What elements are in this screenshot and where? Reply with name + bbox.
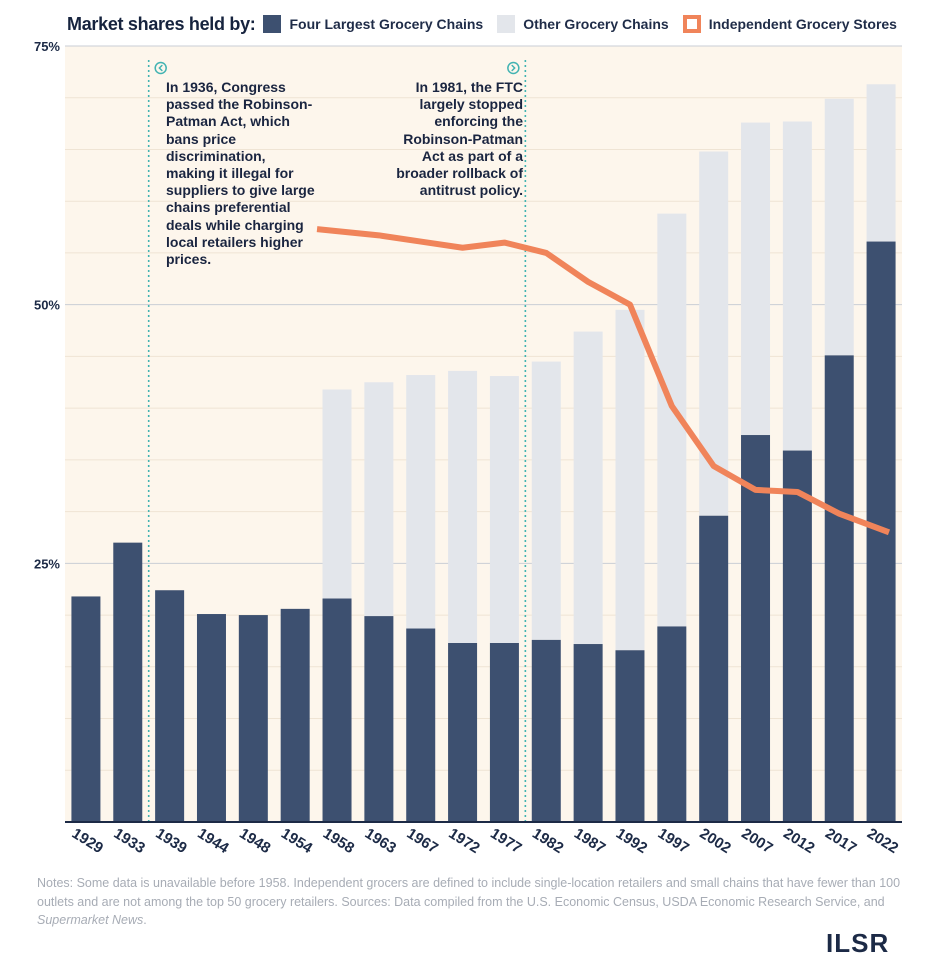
y-tick-label: 75% <box>34 39 60 54</box>
bar-other-chains <box>866 84 896 242</box>
bar-other-chains <box>824 98 854 356</box>
line-independent-stores <box>316 226 891 536</box>
bar-other-chains <box>615 309 645 651</box>
bar-four-largest <box>615 650 645 822</box>
legend-item-independent: Independent Grocery Stores <box>682 15 897 33</box>
bar-four-largest <box>699 515 729 822</box>
x-tick-label: 1954 <box>278 825 316 857</box>
legend-label-independent: Independent Grocery Stores <box>708 16 897 32</box>
chart-footnote: Notes: Some data is unavailable before 1… <box>37 874 907 930</box>
bar-other-chains <box>448 370 478 644</box>
x-tick-label: 1982 <box>529 825 566 857</box>
y-tick-label: 25% <box>34 556 60 571</box>
bar-other-chains <box>406 375 436 629</box>
legend-label-four-largest: Four Largest Grocery Chains <box>289 16 484 32</box>
bar-other-chains <box>364 382 394 617</box>
bar-other-chains <box>322 389 352 599</box>
bar-four-largest <box>824 355 854 822</box>
x-tick-label: 2012 <box>780 825 817 857</box>
x-tick-label: 2007 <box>738 825 775 857</box>
bar-four-largest <box>155 590 185 822</box>
x-tick-label: 1948 <box>236 825 273 857</box>
x-tick-label: 1958 <box>320 825 357 857</box>
legend-item-other-chains: Other Grocery Chains <box>497 15 669 33</box>
bar-other-chains <box>741 122 771 436</box>
legend-item-four-largest: Four Largest Grocery Chains <box>263 15 483 33</box>
publisher-logo: ILSR <box>826 928 890 958</box>
footnote-text: Notes: Some data is unavailable before 1… <box>37 876 901 909</box>
bar-other-chains <box>489 376 519 644</box>
bar-four-largest <box>196 614 226 822</box>
bar-other-chains <box>573 331 603 645</box>
x-tick-label: 1992 <box>613 825 650 857</box>
legend-swatch-independent <box>682 15 701 33</box>
bar-four-largest <box>448 643 478 822</box>
bar-other-chains <box>531 361 561 640</box>
chart-legend: Market shares held by: Four Largest Groc… <box>67 12 897 36</box>
bar-four-largest <box>489 643 519 822</box>
annotation-1981: In 1981, the FTC largely stopped enforci… <box>396 79 523 199</box>
x-tick-label: 1929 <box>69 825 106 857</box>
x-tick-label: 2002 <box>697 825 734 857</box>
annotation-1936: In 1936, Congress passed the Robinson-Pa… <box>166 79 315 268</box>
x-tick-label: 1933 <box>111 825 148 857</box>
chevron-glyph <box>511 64 516 72</box>
chevron-glyph <box>158 64 163 72</box>
x-tick-label: 1944 <box>194 825 232 857</box>
x-tick-label: 1967 <box>404 825 441 857</box>
bar-other-chains <box>782 121 812 451</box>
footnote-source: Supermarket News <box>37 913 144 927</box>
market-share-chart: 25%50%75%1929 1933 1939 1944 1948 1954 1958 196… <box>34 39 902 857</box>
x-tick-label: 2022 <box>864 825 901 857</box>
x-tick-label: 1997 <box>655 825 692 857</box>
bar-four-largest <box>406 628 436 822</box>
legend-label-other-chains: Other Grocery Chains <box>523 16 669 32</box>
legend-lead: Market shares held by: <box>67 13 256 34</box>
x-tick-label: 1977 <box>487 825 524 857</box>
x-tick-label: 1987 <box>571 825 608 857</box>
bar-four-largest <box>280 608 310 822</box>
bar-four-largest <box>364 616 394 822</box>
bar-four-largest <box>741 435 771 822</box>
bar-four-largest <box>573 644 603 822</box>
bar-four-largest <box>782 450 812 822</box>
x-tick-label: 2017 <box>822 825 859 857</box>
chevron-right-circle-icon <box>507 61 520 75</box>
x-tick-label: 1972 <box>445 825 482 857</box>
y-tick-label: 50% <box>34 298 60 313</box>
x-tick-label: 1963 <box>362 825 399 857</box>
bar-four-largest <box>657 626 687 822</box>
bar-four-largest <box>113 542 143 822</box>
bar-four-largest <box>322 598 352 822</box>
bar-four-largest <box>531 639 561 822</box>
bar-four-largest <box>71 596 101 822</box>
footnote-end: . <box>143 913 147 927</box>
legend-swatch-four-largest <box>263 15 282 33</box>
x-tick-label: 1939 <box>153 825 190 857</box>
bar-four-largest <box>238 615 268 822</box>
chevron-left-circle-icon <box>154 61 167 75</box>
legend-swatch-other-chains <box>497 15 516 33</box>
